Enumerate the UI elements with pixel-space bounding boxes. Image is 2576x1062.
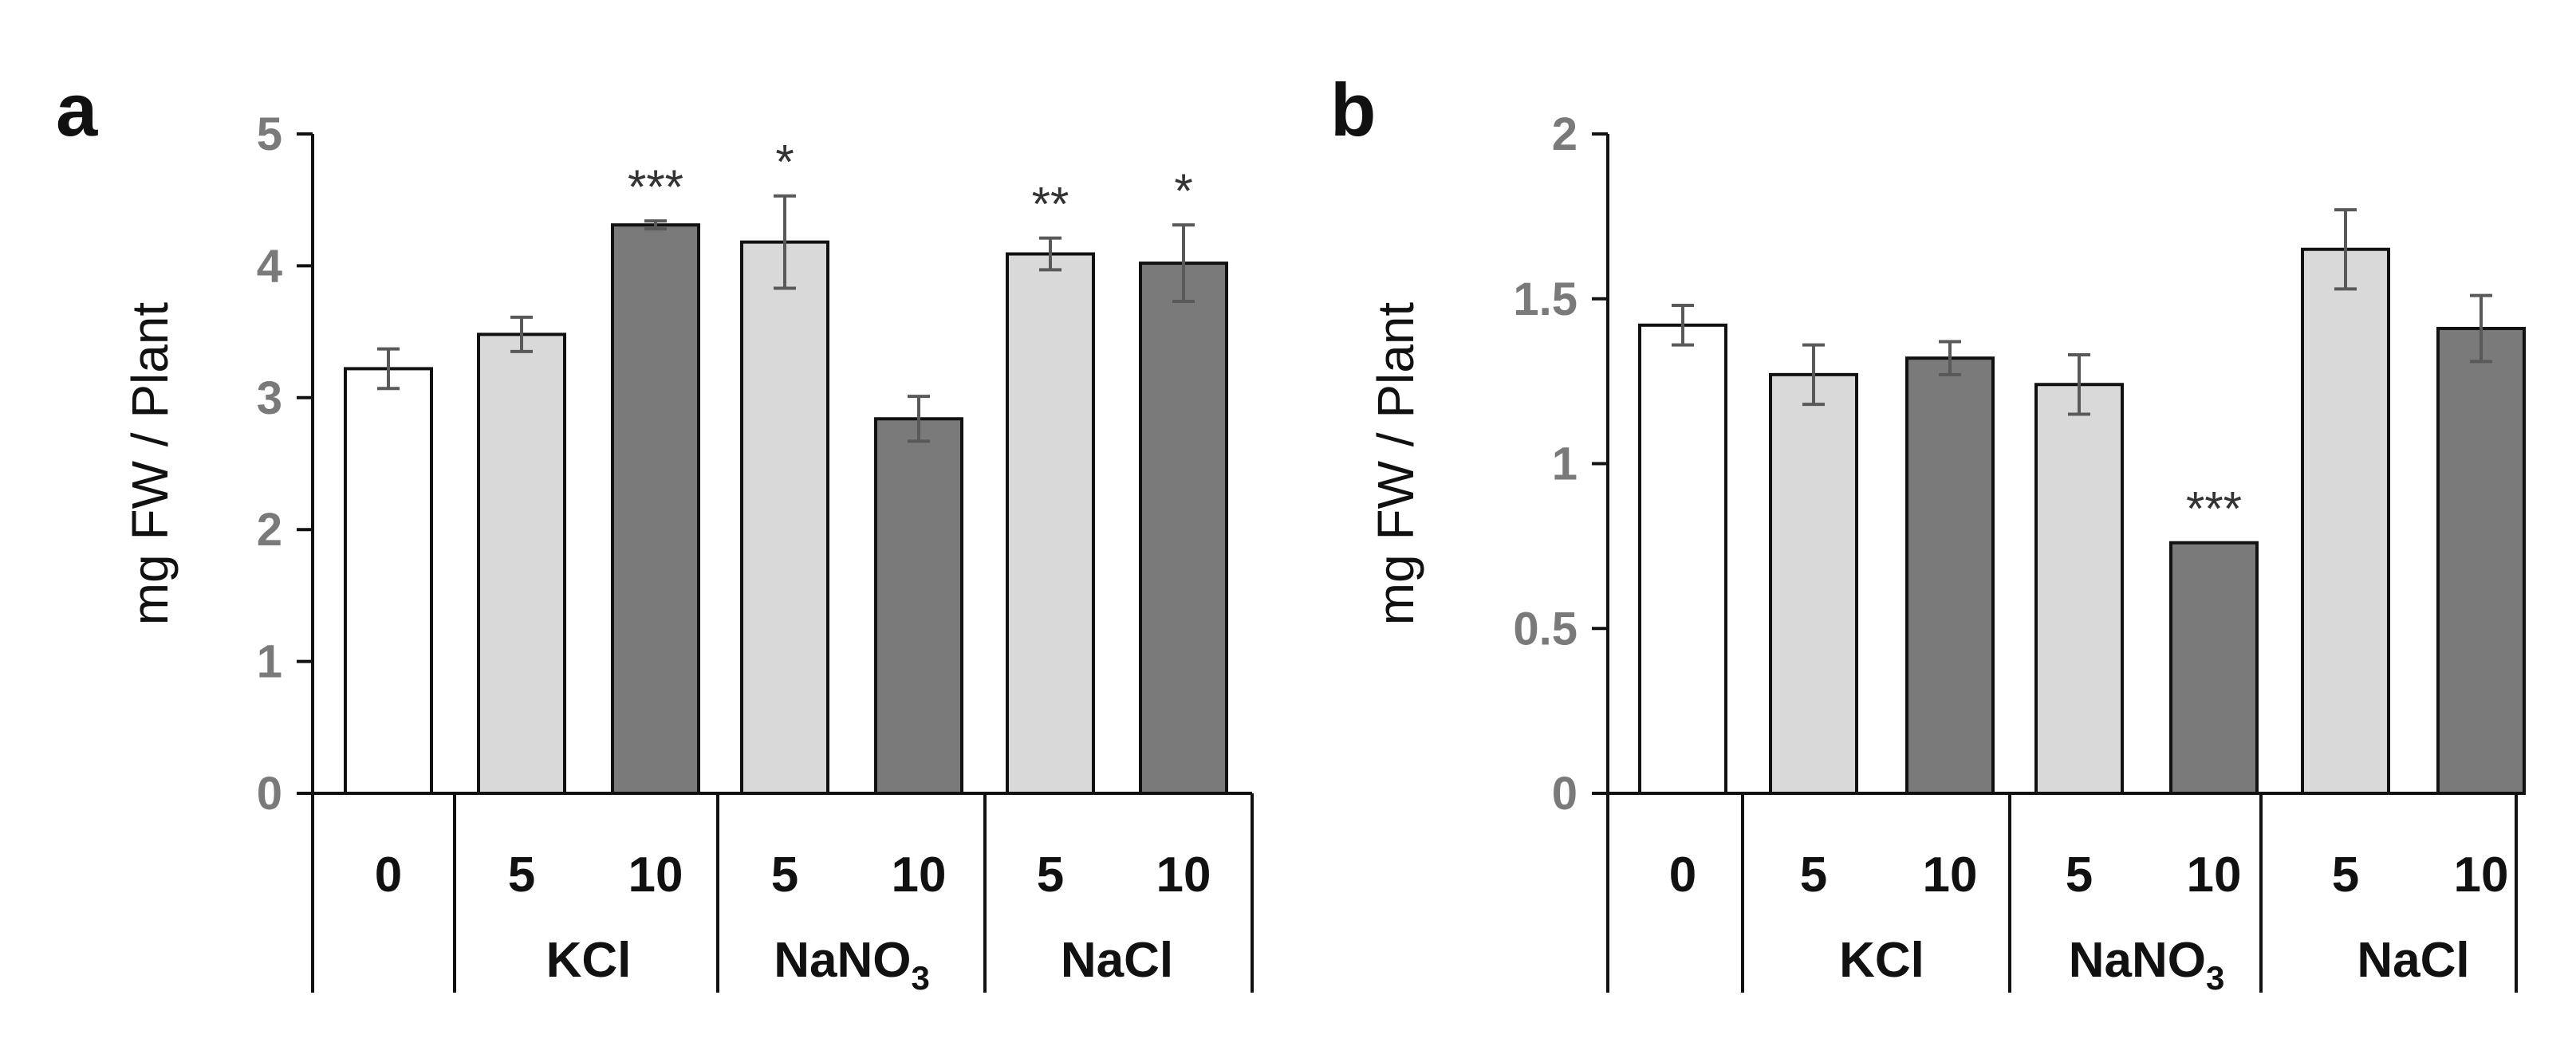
group-label-name: KCl bbox=[546, 933, 632, 988]
group-label-name: NaNO bbox=[774, 933, 911, 988]
bar bbox=[2034, 383, 2124, 795]
group-label-name: KCl bbox=[1839, 933, 1924, 988]
x-tick-label: 5 bbox=[508, 848, 535, 903]
group-label-name: NaNO bbox=[2069, 933, 2206, 988]
y-tick-label: 3 bbox=[257, 372, 282, 424]
bar bbox=[611, 223, 700, 796]
y-axis-label: mg FW / Plant bbox=[121, 302, 179, 626]
y-tick-label: 1.5 bbox=[1513, 273, 1578, 325]
x-tick-label: 5 bbox=[1800, 848, 1827, 903]
y-tick-label: 5 bbox=[257, 108, 282, 160]
y-tick-label: 0 bbox=[257, 768, 282, 820]
group-label: KCl bbox=[546, 933, 632, 988]
group-label-subscript: 3 bbox=[911, 959, 929, 997]
bar bbox=[1638, 323, 1727, 795]
x-tick-label: 5 bbox=[2332, 848, 2359, 903]
x-tick-label: 10 bbox=[892, 848, 947, 903]
bar bbox=[740, 240, 829, 795]
y-tick-label: 4 bbox=[257, 240, 282, 292]
group-label: NaNO3 bbox=[2069, 933, 2225, 997]
significance-marker: *** bbox=[2186, 482, 2242, 536]
group-label: NaCl bbox=[1061, 933, 1173, 988]
y-tick-label: 0 bbox=[1552, 768, 1578, 820]
y-tick-label: 1 bbox=[1552, 439, 1578, 490]
x-tick-label: 10 bbox=[1923, 848, 1978, 903]
y-tick-label: 0.5 bbox=[1513, 603, 1578, 655]
significance-marker: ** bbox=[1032, 178, 1069, 231]
group-label-name: NaCl bbox=[2357, 933, 2469, 988]
panel-letter: b bbox=[1330, 68, 1376, 151]
group-label: NaCl bbox=[2357, 933, 2469, 988]
x-tick-label: 10 bbox=[1156, 848, 1211, 903]
group-label: KCl bbox=[1839, 933, 1924, 988]
x-tick-label: 10 bbox=[2187, 848, 2242, 903]
group-label-subscript: 3 bbox=[2206, 959, 2224, 997]
bar bbox=[1006, 252, 1095, 796]
group-label-name: NaCl bbox=[1061, 933, 1173, 988]
bar bbox=[477, 332, 566, 795]
x-tick-label: 10 bbox=[628, 848, 683, 903]
significance-marker: *** bbox=[628, 160, 683, 214]
x-tick-label: 10 bbox=[2454, 848, 2509, 903]
significance-marker: * bbox=[1174, 164, 1192, 218]
y-axis-label: mg FW / Plant bbox=[1367, 302, 1424, 626]
bar bbox=[2169, 541, 2259, 795]
bar bbox=[874, 417, 963, 795]
bar bbox=[2301, 247, 2390, 796]
chart-panel-b: b mg FW / Plant 0 0.5 1 1.5 2 *** 0 5 10 5 10 5 10 KCl N… bbox=[1330, 68, 2526, 997]
x-tick-label: 5 bbox=[771, 848, 798, 903]
y-tick-label: 2 bbox=[1552, 108, 1578, 160]
x-tick-label: 5 bbox=[1037, 848, 1064, 903]
bar bbox=[1139, 262, 1228, 796]
x-tick-label: 0 bbox=[375, 848, 402, 903]
x-tick-label: 5 bbox=[2066, 848, 2093, 903]
x-tick-label: 0 bbox=[1669, 848, 1696, 903]
panel-letter: a bbox=[56, 68, 98, 151]
significance-marker: * bbox=[775, 136, 794, 189]
y-tick-label: 2 bbox=[257, 504, 282, 556]
group-label: NaNO3 bbox=[774, 933, 930, 997]
bar bbox=[344, 367, 433, 795]
y-tick-label: 1 bbox=[257, 636, 282, 688]
bar bbox=[1769, 372, 1858, 796]
bar bbox=[2436, 326, 2526, 795]
bar bbox=[1905, 356, 1995, 795]
